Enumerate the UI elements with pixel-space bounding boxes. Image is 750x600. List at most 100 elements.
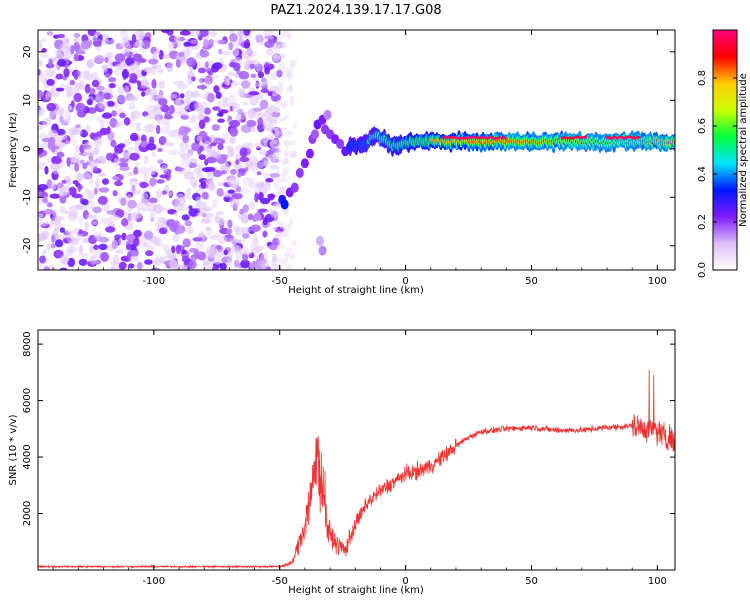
noise-blob [212, 62, 223, 70]
noise-blob [235, 159, 240, 165]
noise-blob [59, 267, 68, 270]
noise-blob [121, 152, 130, 160]
noise-blob [133, 229, 142, 238]
signal-peak-mark [486, 136, 489, 140]
noise-blob [54, 215, 65, 221]
noise-blob [132, 53, 143, 62]
noise-blob [283, 114, 290, 120]
transition-blob [316, 235, 324, 246]
noise-blob [38, 142, 41, 148]
noise-blob [254, 81, 264, 88]
noise-blob [230, 198, 240, 209]
noise-blob [278, 53, 285, 60]
noise-blob [168, 104, 175, 115]
noise-blob [199, 145, 204, 152]
noise-blob [194, 239, 205, 250]
noise-blob [100, 251, 110, 262]
noise-blob [191, 142, 201, 152]
noise-blob [87, 30, 97, 37]
noise-blob [59, 115, 64, 123]
signal-peak-mark [570, 136, 573, 140]
noise-blob [130, 110, 141, 119]
x-tick-label: 50 [525, 576, 538, 587]
noise-blob [115, 249, 124, 254]
noise-blob [73, 71, 79, 80]
noise-blob [131, 33, 137, 44]
signal-peak-mark [615, 136, 619, 140]
noise-blob [73, 92, 83, 103]
noise-blob [102, 64, 108, 73]
noise-blob [229, 119, 241, 128]
noise-blob [73, 41, 80, 52]
noise-blob [89, 255, 97, 265]
noise-blob [64, 110, 72, 120]
noise-blob [130, 212, 137, 221]
noise-blob [281, 126, 288, 133]
noise-blob [46, 102, 56, 112]
noise-blob [196, 212, 204, 217]
noise-blob [227, 219, 233, 229]
noise-blob [97, 195, 108, 205]
noise-blob [165, 249, 172, 259]
noise-blob [217, 39, 227, 45]
noise-blob [247, 109, 253, 120]
noise-blob [84, 83, 91, 94]
noise-blob [66, 229, 74, 237]
signal-peak-mark [605, 135, 609, 139]
noise-blob [263, 30, 274, 37]
noise-blob [64, 210, 69, 215]
noise-blob [51, 156, 62, 165]
colorbar-ticks: 0.0 0.2 0.4 0.6 0.8 [697, 70, 737, 278]
noise-blob [227, 257, 233, 268]
noise-blob [121, 232, 127, 241]
noise-blob [75, 144, 80, 153]
noise-blob [276, 100, 282, 107]
noise-blob [55, 239, 64, 248]
noise-blob [219, 262, 227, 270]
noise-blob [226, 78, 231, 86]
snr-background [38, 330, 675, 570]
noise-blob [252, 234, 258, 243]
noise-blob [215, 211, 225, 216]
noise-blob [120, 197, 127, 207]
noise-blob [217, 118, 225, 123]
noise-blob [111, 239, 119, 250]
noise-blob [197, 67, 207, 74]
noise-blob [274, 130, 280, 137]
noise-blob [179, 93, 185, 99]
noise-blob [98, 236, 110, 243]
noise-blob [140, 134, 147, 143]
noise-blob [180, 114, 189, 120]
noise-blob [250, 73, 257, 79]
noise-blob [232, 102, 241, 113]
noise-blob [289, 153, 297, 159]
noise-blob [269, 38, 277, 43]
signal-peak-mark [490, 135, 493, 139]
noise-blob [186, 187, 192, 196]
noise-blob [105, 72, 111, 78]
colorbar-tick-label: 0.8 [697, 70, 708, 86]
noise-blob [203, 77, 211, 87]
noise-blob [205, 248, 216, 257]
noise-blob [46, 78, 55, 86]
signal-peak-mark [456, 136, 459, 140]
noise-blob [82, 162, 88, 170]
noise-blob [84, 221, 89, 231]
signal-peak-mark [444, 135, 447, 139]
noise-blob [290, 253, 296, 260]
noise-blob [129, 132, 139, 142]
x-tick-label: 100 [648, 576, 667, 587]
noise-blob [127, 199, 137, 209]
noise-blob [98, 243, 108, 251]
noise-blob [269, 131, 274, 140]
noise-blob [278, 63, 286, 71]
noise-blob [81, 172, 91, 181]
noise-blob [173, 129, 180, 134]
signal-peak-mark [476, 136, 479, 140]
noise-blob [48, 264, 56, 270]
noise-blob [85, 214, 97, 220]
noise-blob [123, 139, 131, 146]
noise-blob [168, 94, 178, 99]
noise-blob [256, 183, 266, 189]
